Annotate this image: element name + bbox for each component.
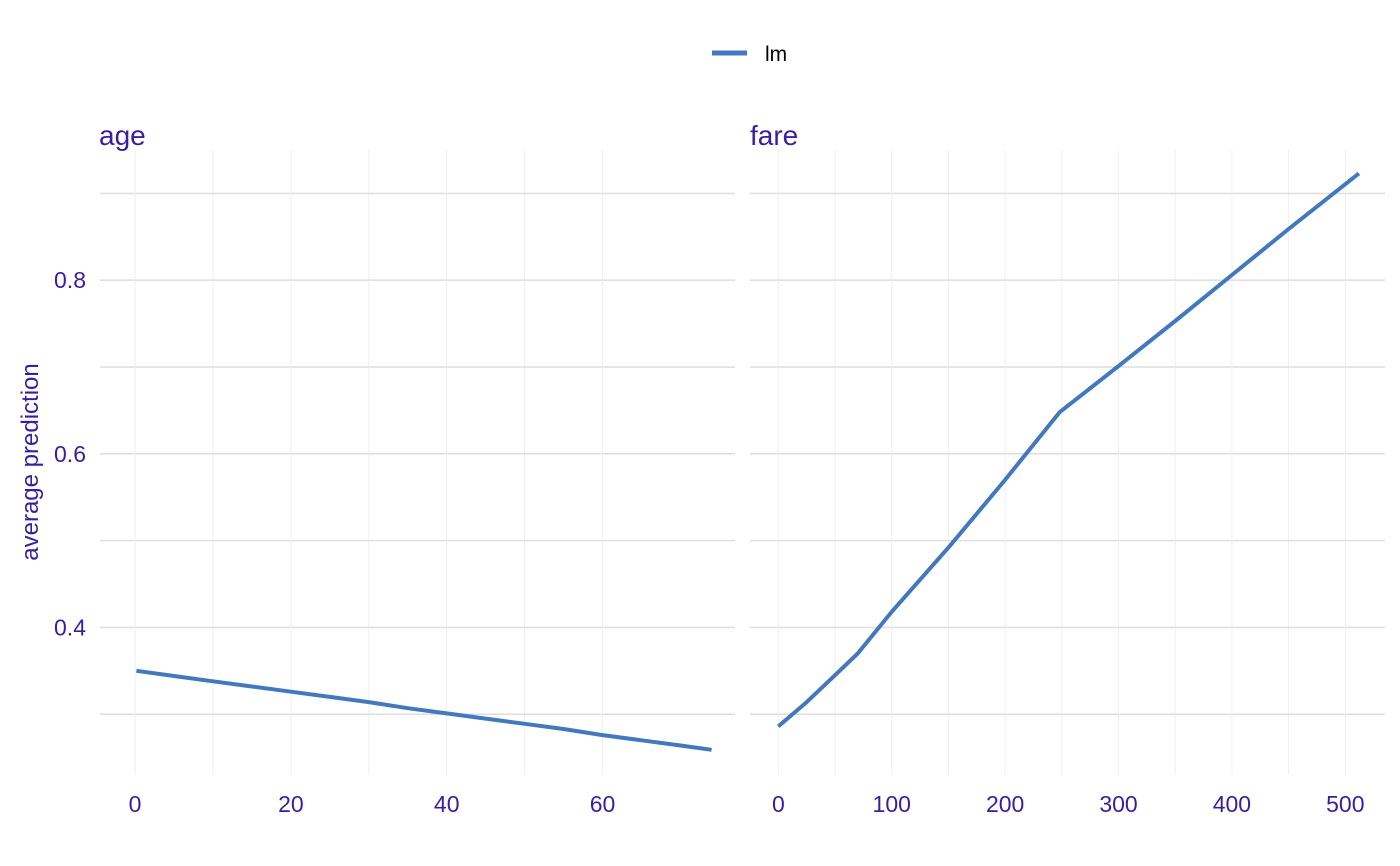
panel-fare: fare 0 100 200 300 400 500 (750, 120, 1385, 817)
y-tick-labels: 0.4 0.6 0.8 (54, 267, 86, 640)
y-tick-label: 0.8 (54, 267, 86, 293)
x-tick-label: 100 (873, 791, 911, 817)
x-tick-label: 200 (986, 791, 1024, 817)
x-tick-label: 40 (434, 791, 460, 817)
panel-title-age: age (99, 120, 146, 151)
legend: lm (712, 43, 787, 66)
x-tick-label: 300 (1099, 791, 1137, 817)
panel-fare-x-tick-labels: 0 100 200 300 400 500 (772, 791, 1365, 817)
panel-age: age 0.4 0.6 0.8 0 20 40 60 (54, 120, 735, 817)
series-line-lm-age (136, 668, 712, 752)
y-tick-label: 0.6 (54, 441, 86, 467)
legend-label-lm: lm (765, 43, 787, 66)
x-tick-label: 400 (1213, 791, 1251, 817)
y-axis-title: average prediction (17, 363, 44, 560)
x-tick-label: 500 (1326, 791, 1364, 817)
x-tick-label: 0 (772, 791, 785, 817)
x-tick-label: 0 (129, 791, 142, 817)
panel-title-fare: fare (750, 120, 798, 151)
panel-fare-series (776, 171, 1361, 728)
panel-fare-grid (750, 150, 1385, 775)
series-line-lm-fare (776, 171, 1361, 728)
panel-age-series (136, 668, 712, 752)
panel-age-x-tick-labels: 0 20 40 60 (129, 791, 616, 817)
panel-age-grid (100, 150, 735, 775)
x-tick-label: 20 (278, 791, 304, 817)
x-tick-label: 60 (590, 791, 616, 817)
y-tick-label: 0.4 (54, 614, 86, 640)
